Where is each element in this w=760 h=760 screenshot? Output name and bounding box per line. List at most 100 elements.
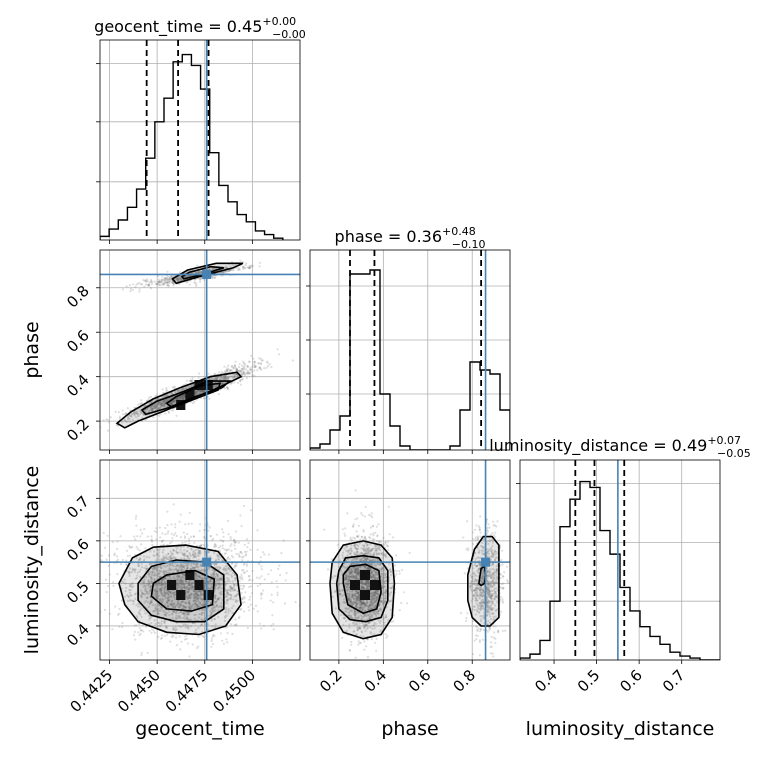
sample-point (222, 271, 225, 274)
sample-point (208, 587, 211, 590)
sample-point (215, 563, 218, 566)
sample-point (242, 585, 245, 588)
sample-point (233, 538, 236, 542)
sample-point (165, 284, 168, 287)
sample-point (147, 582, 150, 585)
sample-point (242, 360, 245, 363)
sample-point (185, 386, 188, 389)
sample-point (149, 280, 152, 283)
sample-point (162, 539, 165, 542)
sample-point (233, 544, 236, 547)
sample-point (182, 387, 185, 390)
sample-point (193, 591, 196, 594)
y-tick-label: 0.4 (63, 371, 93, 401)
sample-point (160, 589, 163, 592)
sample-point (166, 278, 169, 281)
sample-point (226, 371, 229, 374)
sample-point (207, 566, 211, 569)
sample-point (227, 519, 230, 523)
sample-point (180, 566, 183, 569)
sample-point (213, 634, 216, 638)
sample-point (97, 605, 99, 607)
sample-point (199, 390, 202, 393)
sample-point (214, 587, 217, 590)
sample-point (252, 357, 255, 360)
sample-point (186, 591, 189, 594)
sample-point (192, 594, 196, 598)
sample-point (138, 549, 141, 552)
sample-point (156, 595, 159, 598)
sample-point (160, 581, 163, 584)
sample-point (164, 400, 167, 403)
sample-point (168, 278, 171, 281)
sample-point (275, 580, 278, 583)
sample-point (147, 284, 150, 287)
sample-point (245, 377, 249, 380)
sample-point (188, 511, 191, 514)
sample-point (260, 565, 263, 568)
sample-point (194, 571, 197, 574)
sample-point (168, 282, 171, 285)
sample-point (163, 402, 166, 405)
sample-point (228, 558, 231, 561)
sample-point (189, 385, 192, 388)
sample-point (213, 563, 216, 566)
sample-point (163, 280, 166, 283)
sample-point (172, 594, 176, 597)
sample-point (160, 598, 163, 601)
panel-geocent_time (96, 39, 301, 244)
sample-point (93, 432, 95, 434)
sample-point (203, 577, 206, 580)
sample-point (192, 562, 195, 565)
sample-point (242, 368, 245, 371)
y-tick-label: 0.2 (63, 415, 93, 445)
sample-point (129, 287, 132, 291)
sample-point (216, 377, 219, 380)
sample-point (215, 378, 219, 381)
sample-point (202, 390, 206, 393)
sample-point (145, 410, 148, 413)
sample-point (213, 545, 216, 548)
sample-point (230, 369, 233, 372)
sample-point (177, 582, 180, 585)
sample-point (177, 587, 180, 590)
sample-point (163, 403, 166, 406)
sample-point (182, 583, 185, 586)
sample-point (154, 592, 157, 595)
sample-point (212, 378, 215, 381)
sample-point (239, 370, 242, 373)
sample-point (223, 387, 226, 390)
sample-point (190, 554, 193, 558)
sample-point (139, 558, 142, 561)
sample-point (137, 403, 140, 406)
sample-point (178, 276, 182, 279)
sample-point (196, 389, 199, 392)
sample-point (242, 371, 245, 374)
sample-point (214, 385, 217, 388)
sample-point (172, 603, 175, 606)
sample-point (163, 402, 166, 405)
sample-point (168, 564, 171, 567)
sample-point (127, 418, 130, 421)
sample-point (210, 637, 213, 641)
sample-point (249, 265, 253, 268)
sample-point (145, 596, 148, 600)
sample-point (224, 376, 227, 379)
sample-point (130, 546, 133, 549)
sample-point (153, 405, 156, 408)
sample-point (221, 605, 224, 608)
sample-point (242, 266, 245, 269)
sample-point (152, 574, 155, 577)
sample-point (230, 365, 233, 368)
sample-point (159, 401, 162, 404)
sample-point (248, 578, 252, 581)
sample-point (201, 390, 204, 393)
sample-point (169, 402, 172, 405)
sample-point (124, 595, 127, 598)
sample-point (146, 408, 149, 411)
sample-point (166, 278, 169, 281)
sample-point (241, 369, 244, 372)
sample-point (160, 403, 163, 406)
sample-point (238, 369, 241, 372)
sample-point (176, 276, 179, 279)
